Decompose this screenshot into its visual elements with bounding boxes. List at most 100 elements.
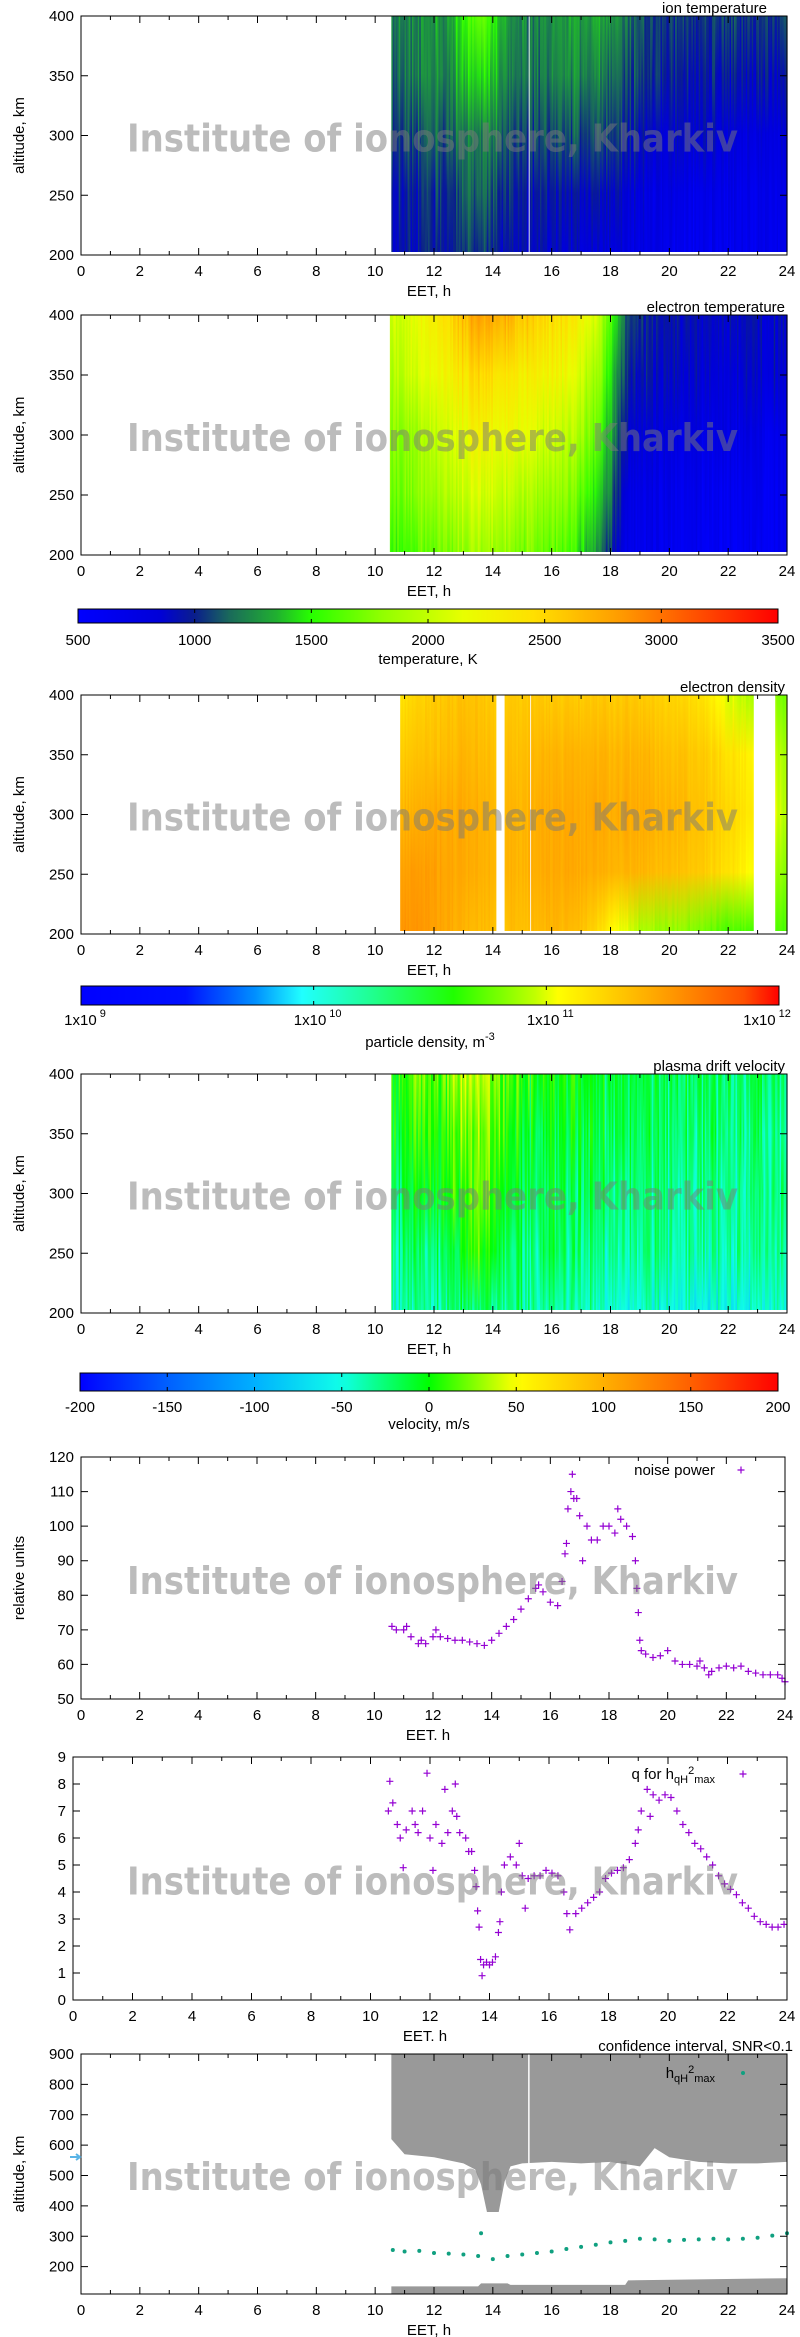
- heatmap-column: [553, 1074, 556, 1310]
- heatmap-column: [661, 1074, 665, 1310]
- x-tick-label: 18: [602, 942, 619, 959]
- heatmap-column: [486, 1074, 490, 1310]
- heatmap-column: [447, 16, 450, 252]
- heatmap-column: [576, 16, 579, 252]
- heatmap-column: [691, 695, 694, 931]
- heatmap-column: [748, 695, 751, 931]
- heatmap-column: [504, 695, 507, 931]
- heatmap-column: [445, 315, 448, 552]
- heatmap-column: [591, 16, 594, 252]
- heatmap-column: [664, 695, 667, 931]
- colorbar: 500 1000 1500 2000 2500 3000 3500 temperature, …: [65, 608, 795, 668]
- heatmap-column: [664, 16, 667, 252]
- heatmap-column: [622, 695, 625, 931]
- heatmap-column: [526, 16, 529, 252]
- heatmap-column: [429, 16, 432, 252]
- heatmap-column: [438, 315, 441, 552]
- heatmap-column: [469, 1074, 472, 1310]
- heatmap-column: [495, 315, 498, 552]
- heatmap-column: [560, 16, 563, 252]
- heatmap-column: [684, 315, 687, 552]
- heatmap-column: [498, 315, 501, 552]
- data-point: [602, 1875, 610, 1882]
- legend-text-part: max: [694, 1774, 715, 1786]
- x-tick-label: 0: [77, 1707, 85, 1724]
- heatmap-column: [459, 695, 462, 931]
- x-tick-label: 10: [367, 942, 384, 959]
- heatmap-column: [417, 1074, 420, 1310]
- heatmap-column: [459, 315, 462, 552]
- heatmap-column: [460, 16, 463, 252]
- heatmap-column: [738, 315, 741, 552]
- heatmap-column: [484, 16, 487, 252]
- heatmap-column: [500, 16, 503, 252]
- heatmap-column: [423, 695, 426, 931]
- heatmap-column: [735, 315, 738, 552]
- heatmap-column: [472, 16, 475, 252]
- data-point: [711, 2236, 716, 2241]
- heatmap-column: [723, 1074, 726, 1310]
- heatmap-column: [750, 1074, 753, 1310]
- x-tick-label: 6: [253, 2302, 261, 2319]
- heatmap-column: [509, 16, 512, 252]
- heatmap-column: [739, 16, 743, 252]
- data-point: [737, 1662, 745, 1670]
- heatmap-column: [745, 315, 748, 552]
- data-point: [671, 1657, 679, 1665]
- data-point: [477, 1956, 485, 1963]
- heatmap-column: [400, 16, 403, 252]
- data-point: [515, 1839, 523, 1847]
- band-gap: [528, 2054, 530, 2176]
- heatmap-column: [548, 695, 551, 931]
- x-tick-label: 18: [600, 2008, 617, 2025]
- heatmap-column: [456, 16, 459, 252]
- data-point: [490, 2257, 495, 2262]
- heatmap-column: [514, 315, 517, 552]
- heatmap-column: [709, 16, 712, 252]
- y-tick-label: 400: [49, 307, 74, 324]
- heatmap-column: [556, 315, 559, 552]
- heatmap-column: [778, 315, 781, 552]
- heatmap-column: [525, 315, 528, 552]
- heatmap-column: [650, 1074, 653, 1310]
- heatmap-column: [691, 1074, 694, 1310]
- heatmap-column: [675, 16, 678, 252]
- heatmap-column: [732, 695, 735, 931]
- data-point: [599, 1522, 607, 1530]
- heatmap-column: [463, 315, 466, 552]
- heatmap-column: [704, 315, 707, 552]
- panel-chart-4: 0 2 4 6 8 10 12 14 16 18 20 22 245060708090100110120…: [11, 1449, 793, 1744]
- heatmap-column: [622, 315, 625, 552]
- heatmap-column: [728, 1074, 731, 1310]
- data-point: [497, 1888, 505, 1896]
- heatmap-column: [663, 1074, 666, 1310]
- heatmap-column: [741, 1074, 744, 1310]
- heatmap-column: [631, 695, 634, 931]
- heatmap-column: [717, 16, 720, 252]
- heatmap-column: [598, 315, 601, 552]
- heatmap-column: [538, 16, 541, 252]
- x-tick-label: 12: [426, 263, 443, 280]
- y-axis-label: relative units: [11, 1536, 28, 1620]
- heatmap-column: [735, 16, 738, 252]
- heatmap-column: [520, 315, 523, 552]
- heatmap-column: [782, 315, 785, 552]
- heatmap-column: [706, 16, 709, 252]
- heatmap-column: [400, 1074, 403, 1310]
- data-point: [432, 1626, 440, 1634]
- heatmap-column: [585, 315, 588, 552]
- y-tick-label: 90: [57, 1553, 74, 1570]
- heatmap-column: [585, 16, 588, 252]
- heatmap-column: [438, 695, 441, 931]
- heatmap-column: [504, 16, 507, 252]
- x-tick-label: 22: [720, 263, 737, 280]
- heatmap-column: [422, 695, 425, 931]
- heatmap-column: [432, 695, 435, 931]
- heatmap-column: [748, 315, 751, 552]
- heatmap-column: [398, 315, 401, 552]
- heatmap-column: [459, 1074, 462, 1310]
- tick-base: 1x10: [294, 1012, 327, 1029]
- heatmap-column: [581, 695, 584, 931]
- heatmap-column: [751, 1074, 754, 1310]
- data-point: [564, 1505, 572, 1513]
